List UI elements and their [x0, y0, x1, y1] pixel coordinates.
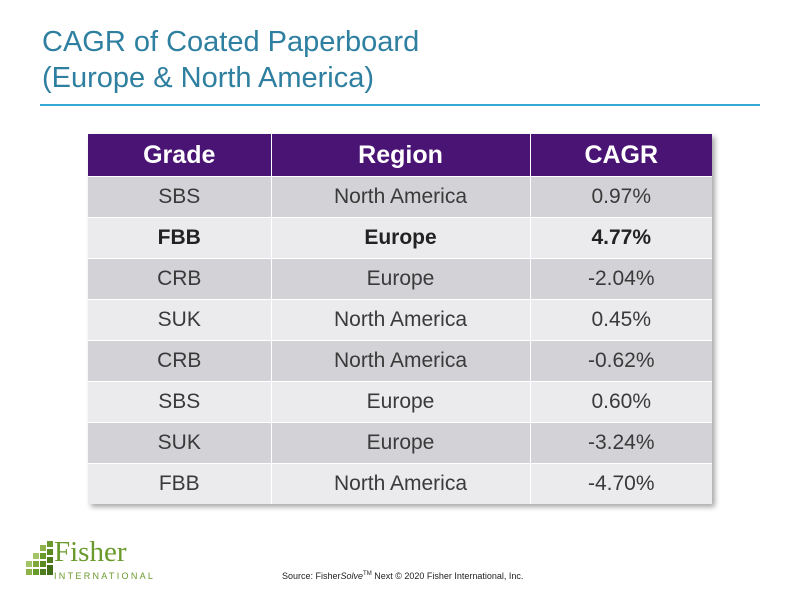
source-trademark: TM	[363, 571, 372, 577]
cell-region: Europe	[271, 258, 531, 300]
slide-title-line-2: (Europe & North America)	[42, 62, 375, 94]
header-cagr: CAGR	[530, 134, 712, 177]
logo-wordmark: Fisher	[54, 536, 127, 568]
cell-cagr: -3.24%	[530, 422, 712, 464]
cell-cagr: 0.45%	[530, 299, 712, 341]
cell-cagr: 0.97%	[530, 176, 712, 218]
cell-cagr: 4.77%	[530, 217, 712, 259]
title-divider	[40, 104, 760, 106]
cell-grade: CRB	[88, 340, 272, 382]
source-italic: Solve	[340, 571, 364, 581]
cell-region: North America	[271, 299, 531, 341]
cell-grade: SUK	[88, 422, 272, 464]
source-prefix: Source: Fisher	[282, 571, 341, 581]
table-header-row: Grade Region CAGR	[88, 134, 712, 177]
table-row: SBS Europe 0.60%	[88, 381, 712, 423]
cell-grade: SBS	[88, 381, 272, 423]
fisher-logo: Fisher INTERNATIONAL	[26, 536, 156, 585]
cell-region: North America	[271, 340, 531, 382]
table-row: CRB North America -0.62%	[88, 340, 712, 382]
fisher-logo-icon	[26, 541, 53, 575]
logo-subtitle: INTERNATIONAL	[54, 571, 156, 581]
cell-grade: SUK	[88, 299, 272, 341]
cell-region: Europe	[271, 217, 531, 259]
source-note: Source: FisherSolveTM Next © 2020 Fisher…	[282, 571, 523, 581]
cell-grade: FBB	[88, 463, 272, 504]
header-grade: Grade	[88, 134, 272, 177]
table-row: FBB North America -4.70%	[88, 463, 712, 504]
cell-cagr: -4.70%	[530, 463, 712, 504]
slide-title: CAGR of Coated Paperboard (Europe & Nort…	[42, 24, 742, 96]
table-row: SUK North America 0.45%	[88, 299, 712, 341]
table-row: FBB Europe 4.77%	[88, 217, 712, 259]
cell-region: North America	[271, 176, 531, 218]
cell-grade: CRB	[88, 258, 272, 300]
table-row: SUK Europe -3.24%	[88, 422, 712, 464]
cell-cagr: -2.04%	[530, 258, 712, 300]
cell-grade: FBB	[88, 217, 272, 259]
cell-grade: SBS	[88, 176, 272, 218]
cagr-table: Grade Region CAGR SBS North America 0.97…	[88, 134, 712, 504]
source-suffix: Next © 2020 Fisher International, Inc.	[371, 571, 524, 581]
cell-cagr: 0.60%	[530, 381, 712, 423]
header-region: Region	[271, 134, 531, 177]
cagr-table-container: Grade Region CAGR SBS North America 0.97…	[88, 134, 712, 504]
table-row: SBS North America 0.97%	[88, 176, 712, 218]
cell-cagr: -0.62%	[530, 340, 712, 382]
table-row: CRB Europe -2.04%	[88, 258, 712, 300]
cell-region: Europe	[271, 422, 531, 464]
cell-region: North America	[271, 463, 531, 504]
slide-title-line-1: CAGR of Coated Paperboard	[42, 26, 420, 58]
cell-region: Europe	[271, 381, 531, 423]
